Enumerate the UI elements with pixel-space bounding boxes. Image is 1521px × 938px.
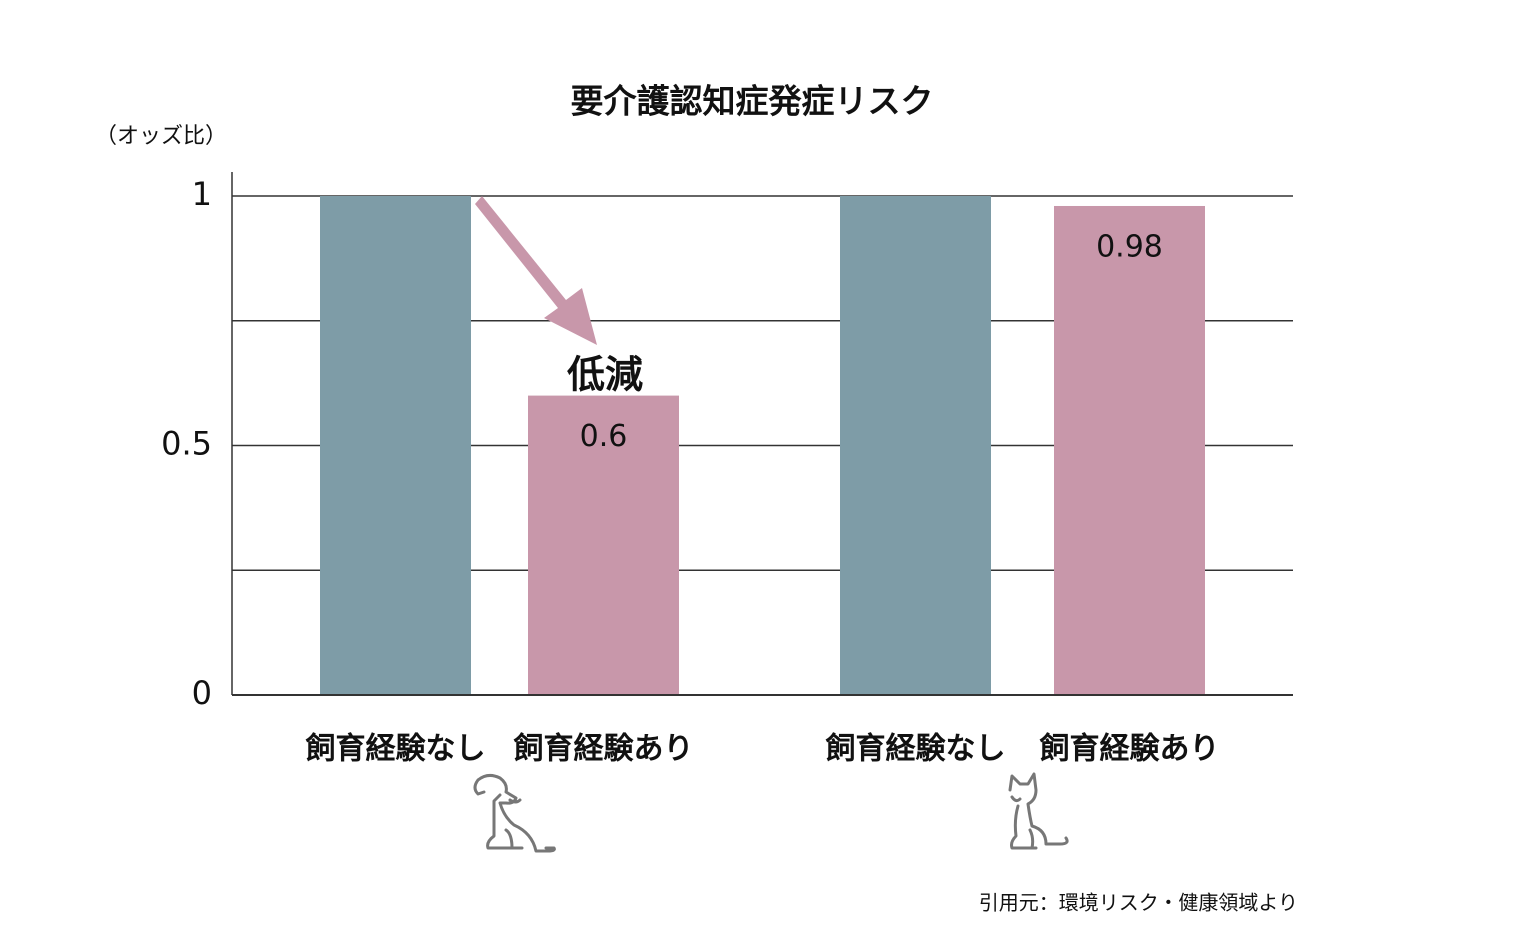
cat-icon	[1008, 772, 1069, 850]
chart-title: 要介護認知症発症リスク	[571, 82, 934, 121]
dog-icon	[473, 773, 556, 853]
x-tick-label: 飼育経験あり	[1040, 732, 1220, 767]
source-note: 引用元：環境リスク・健康領域より	[979, 891, 1298, 915]
bar	[840, 196, 991, 695]
annotation: 低減	[567, 353, 643, 397]
x-tick-label: 飼育経験あり	[514, 732, 694, 767]
y-tick-label: 0.5	[161, 425, 212, 463]
bar	[528, 395, 679, 695]
y-tick-label: 1	[192, 175, 212, 213]
value-label: 0.6	[580, 419, 628, 454]
arrow	[475, 196, 597, 345]
y-axis-label: （オッズ比）	[95, 124, 227, 149]
bar	[320, 196, 471, 695]
x-tick-label: 飼育経験なし	[826, 732, 1006, 767]
y-tick-label: 0	[192, 674, 212, 712]
bar	[1054, 205, 1205, 696]
value-label: 0.98	[1096, 229, 1163, 264]
x-tick-label: 飼育経験なし	[306, 732, 486, 767]
